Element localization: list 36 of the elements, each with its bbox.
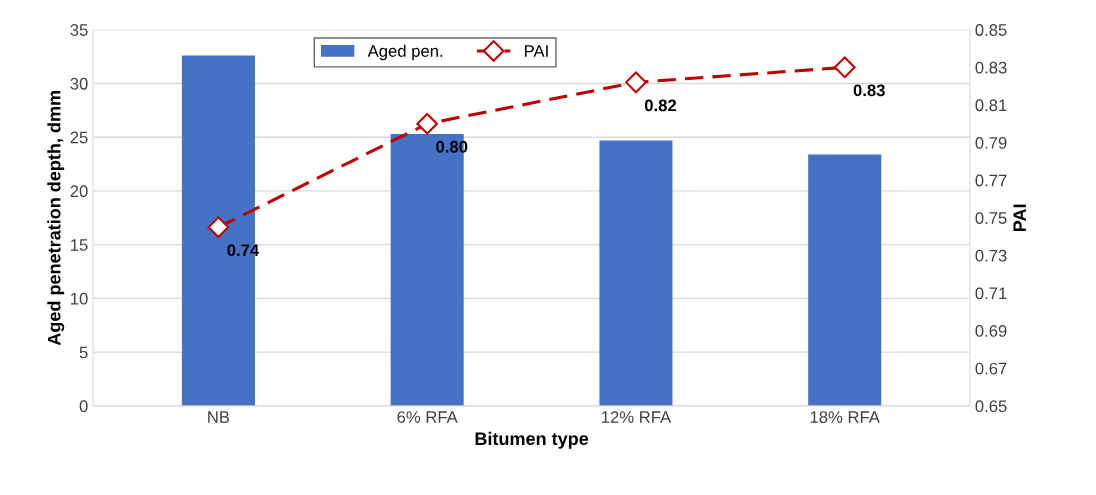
y2-axis-title: PAI: [1013, 204, 1026, 231]
point: [416, 112, 439, 135]
bar: [599, 140, 673, 406]
y-tick-label: 30: [70, 77, 88, 90]
y2-tick-label: 0.69: [975, 325, 1007, 337]
x-tick-label: NB: [208, 411, 230, 423]
data-label: 0.83: [853, 84, 885, 97]
y-tick-label: 25: [70, 131, 88, 144]
legend-label: PAI: [524, 45, 548, 57]
x-tick-label: 6% RFA: [397, 411, 458, 423]
legend-label: Aged pen.: [367, 44, 443, 61]
y2-tick-label: 0.67: [975, 362, 1007, 375]
y-tick-label: 20: [70, 185, 88, 198]
y2-tick-label: 0.73: [975, 249, 1007, 262]
point: [833, 56, 856, 79]
y-tick-label: 35: [70, 24, 88, 36]
point: [625, 71, 647, 94]
bar: [808, 154, 882, 406]
y-tick-label: 0: [79, 400, 88, 413]
y2-tick-label: 0.71: [975, 287, 1007, 300]
y2-tick-label: 0.75: [975, 212, 1007, 224]
y2-tick-label: 0.83: [975, 61, 1007, 74]
y2-tick-label: 0.85: [975, 24, 1007, 36]
y-tick-label: 10: [71, 292, 88, 305]
y-tick-label: 15: [71, 239, 88, 251]
data-label: 0.82: [644, 99, 677, 112]
y2-tick-label: 0.77: [975, 174, 1007, 187]
y-axis-title: Aged penetration depth, dmm: [47, 91, 65, 346]
y-tick-label: 5: [79, 346, 88, 359]
x-axis-title: Bitumen type: [475, 431, 589, 449]
x-tick-label: 12% RFA: [602, 411, 672, 423]
y2-tick-label: 0.79: [975, 136, 1007, 149]
y2-tick-label: 0.65: [975, 400, 1007, 413]
x-tick-label: 18% RFA: [810, 411, 880, 423]
point: [207, 216, 230, 239]
y2-tick-label: 0.81: [975, 99, 1007, 112]
